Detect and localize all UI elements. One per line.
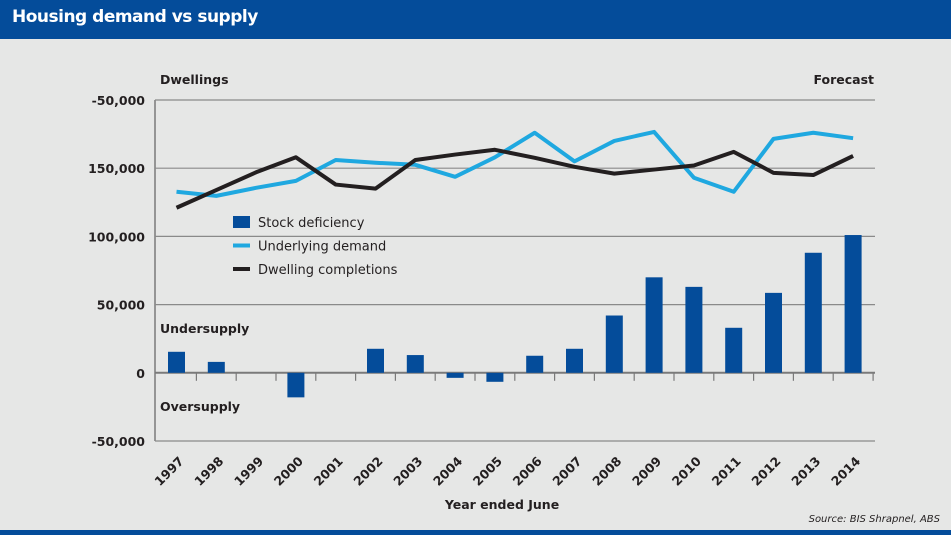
bar-stock-deficiency bbox=[685, 286, 703, 373]
x-tick-label: 2003 bbox=[390, 454, 425, 489]
bar-stock-deficiency bbox=[367, 348, 384, 373]
bar-stock-deficiency bbox=[645, 277, 663, 373]
bar-stock-deficiency bbox=[168, 351, 185, 373]
x-tick-label: 1998 bbox=[191, 454, 226, 489]
footer-bar bbox=[0, 530, 951, 535]
undersupply-label: Undersupply bbox=[160, 321, 249, 336]
chart-title: Housing demand vs supply bbox=[12, 7, 258, 27]
y-axis-label: Dwellings bbox=[160, 72, 229, 87]
y-tick-label: 150,000 bbox=[88, 161, 145, 176]
legend-entry: Stock deficiency bbox=[258, 216, 365, 231]
legend-swatch-bar bbox=[233, 216, 250, 228]
x-tick-label: 2006 bbox=[510, 453, 545, 488]
x-tick-label: 2002 bbox=[350, 454, 385, 489]
x-tick-label: 2010 bbox=[669, 453, 704, 488]
bar-stock-deficiency bbox=[486, 372, 504, 382]
bar-stock-deficiency bbox=[526, 355, 544, 373]
x-tick-label: 2005 bbox=[470, 454, 505, 489]
y-tick-label: 0 bbox=[136, 366, 145, 381]
line-underlying-demand bbox=[176, 129, 854, 198]
x-tick-label: 2013 bbox=[788, 454, 823, 489]
x-tick-label: 1997 bbox=[151, 454, 186, 489]
x-tick-label: 2008 bbox=[589, 454, 624, 489]
legend-entry: Dwelling completions bbox=[258, 263, 398, 278]
x-tick-label: 2001 bbox=[311, 454, 346, 489]
title-bar: Housing demand vs supply bbox=[0, 0, 951, 39]
x-tick-label: 2009 bbox=[629, 454, 664, 489]
oversupply-label: Oversupply bbox=[160, 399, 240, 414]
x-tick-label: 2007 bbox=[549, 454, 584, 489]
bar-stock-deficiency bbox=[207, 361, 225, 373]
bar-stock-deficiency bbox=[804, 252, 822, 373]
x-tick-label: 2004 bbox=[430, 453, 465, 488]
bar-stock-deficiency bbox=[725, 327, 743, 373]
y-tick-label: -50,000 bbox=[92, 434, 146, 449]
y-tick-label: -50,000 bbox=[92, 93, 146, 108]
source-note: Source: BIS Shrapnel, ABS bbox=[809, 514, 941, 525]
bar-stock-deficiency bbox=[844, 235, 862, 373]
x-tick-label: 2011 bbox=[709, 454, 744, 489]
bar-stock-deficiency bbox=[566, 348, 583, 373]
legend-entry: Underlying demand bbox=[258, 240, 386, 255]
bar-stock-deficiency bbox=[446, 372, 464, 378]
bar-stock-deficiency bbox=[287, 372, 305, 398]
legend: Stock deficiency Underlying demand Dwellin… bbox=[233, 216, 398, 278]
y-tick-label: 50,000 bbox=[97, 298, 146, 313]
x-tick-label: 1999 bbox=[231, 454, 266, 489]
bar-stock-deficiency bbox=[605, 315, 623, 373]
y-tick-label: 100,000 bbox=[88, 229, 145, 244]
forecast-label: Forecast bbox=[813, 72, 874, 87]
bar-stock-deficiency bbox=[765, 292, 782, 373]
bar-stock-deficiency bbox=[406, 355, 424, 373]
x-tick-label: 2014 bbox=[828, 453, 863, 488]
x-tick-label: 2012 bbox=[748, 454, 783, 489]
line-dwelling-completions bbox=[175, 147, 854, 210]
x-axis-label: Year ended June bbox=[444, 497, 559, 512]
x-tick-label: 2000 bbox=[271, 453, 306, 488]
